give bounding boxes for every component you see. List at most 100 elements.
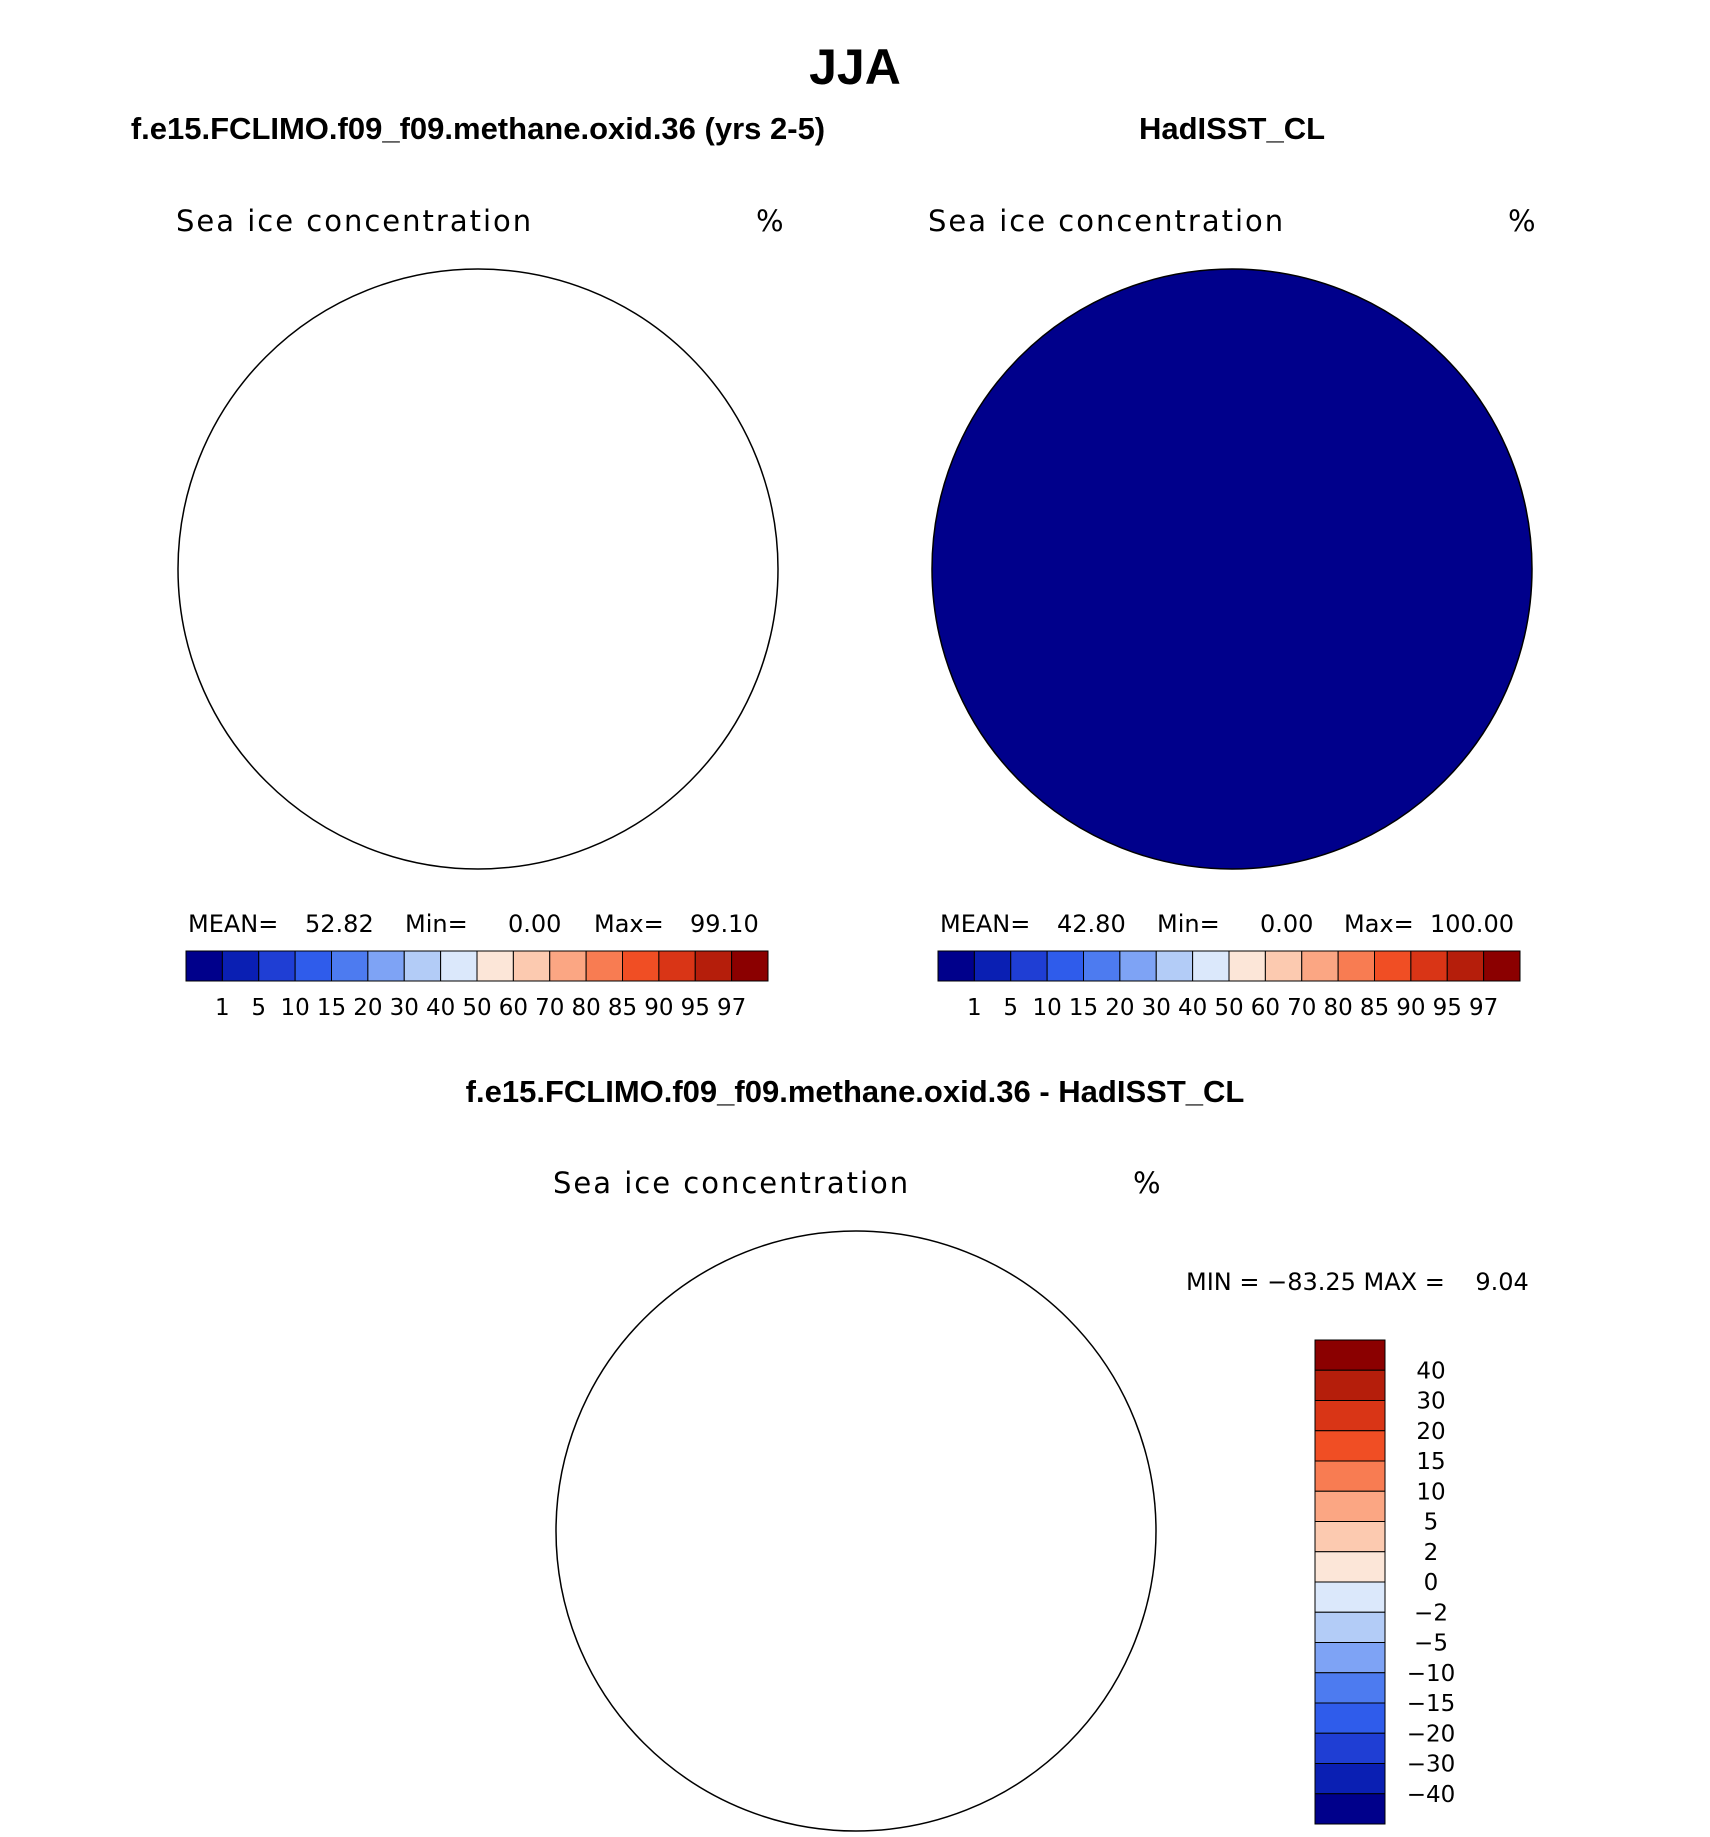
obs-units-label: % [1508,204,1536,238]
season-title: JJA [809,39,901,95]
diff-variable-label: Sea ice concentration [553,1166,910,1200]
model-colorbar-tick-label: 30 [390,995,419,1021]
obs-colorbar-swatch [1264,950,1303,982]
diff-colorbar-swatch [1314,1611,1386,1643]
diff-colorbar-swatch [1314,1369,1386,1401]
diff-colorbar-swatch [1314,1642,1386,1674]
obs-colorbar-swatch [973,950,1012,982]
obs-colorbar-tick-label: 50 [1214,995,1243,1021]
model-mean-value: 52.82 [305,910,374,938]
obs-colorbar-swatch [1046,950,1084,982]
diff-colorbar-tick-label: 2 [1424,1540,1439,1566]
model-colorbar-swatch [658,950,696,982]
model-colorbar-tick-label: 15 [317,995,346,1021]
obs-mean-value: 42.80 [1057,910,1126,938]
model-colorbar-tick-label: 95 [681,995,710,1021]
diff-colorbar-swatch [1314,1793,1386,1825]
obs-colorbar-swatch [1228,950,1266,982]
model-colorbar-tick-label: 10 [280,995,309,1021]
diff-colorbar-tick-label: −5 [1414,1631,1448,1657]
diff-colorbar-tick-label: −20 [1407,1721,1456,1747]
obs-colorbar-tick-label: 95 [1433,995,1462,1021]
model-colorbar-swatch [331,950,369,982]
diff-colorbar-tick-label: −10 [1407,1661,1456,1687]
diff-colorbar-tick-label: 40 [1416,1358,1445,1384]
obs-colorbar-tick-label: 30 [1142,995,1171,1021]
model-map [177,268,779,870]
obs-colorbar-tick-label: 1 [967,995,982,1021]
obs-colorbar-swatch [1119,950,1157,982]
obs-colorbar-tick-label: 80 [1323,995,1352,1021]
obs-colorbar-swatch [1337,950,1375,982]
diff-colorbar-tick-label: 30 [1416,1389,1445,1415]
obs-colorbar: 1 5 10 15 20 30 40 50 60 70 80 85 90 95 97 [937,950,1521,1021]
obs-colorbar-tick-label: 90 [1396,995,1425,1021]
obs-colorbar-swatch [1374,950,1412,982]
obs-colorbar-tick-label: 60 [1251,995,1280,1021]
obs-colorbar-tick-label: 5 [1003,995,1018,1021]
diff-case-title: f.e15.FCLIMO.f09_f09.methane.oxid.36 - H… [466,1074,1245,1109]
diff-colorbar-swatch [1314,1460,1386,1492]
model-colorbar-swatch [694,950,733,982]
model-colorbar-tick-label: 60 [499,995,528,1021]
obs-max-label: Max= [1344,910,1414,938]
obs-case-title: HadISST_CL [1139,111,1325,146]
model-colorbar-swatch [585,950,623,982]
model-colorbar-swatch [476,950,514,982]
model-colorbar-swatch [367,950,405,982]
model-units-label: % [756,204,784,238]
diff-units-label: % [1133,1166,1161,1200]
model-colorbar-swatch [731,950,769,982]
obs-map [931,268,1533,870]
diff-colorbar-swatch [1314,1702,1386,1734]
obs-colorbar-swatch [1410,950,1448,982]
model-colorbar-swatch [512,950,551,982]
model-colorbar-tick-label: 97 [717,995,746,1021]
model-min-value: 0.00 [508,910,561,938]
obs-colorbar-tick-label: 10 [1032,995,1061,1021]
obs-min-value: 0.00 [1260,910,1313,938]
diff-colorbar-tick-label: −40 [1407,1782,1456,1808]
diff-colorbar-tick-label: −30 [1407,1752,1456,1778]
diff-map [555,1230,1157,1832]
diff-colorbar-tick-label: 20 [1416,1419,1445,1445]
diff-colorbar-tick-label: −2 [1414,1600,1448,1626]
model-case-title: f.e15.FCLIMO.f09_f09.methane.oxid.36 (yr… [131,111,825,146]
model-colorbar: 1 5 10 15 20 30 40 50 60 70 80 85 90 95 97 [185,950,769,1021]
diff-colorbar-swatch [1314,1551,1386,1583]
obs-max-value: 100.00 [1430,910,1514,938]
model-colorbar-tick-label: 50 [462,995,491,1021]
obs-colorbar-tick-label: 40 [1178,995,1207,1021]
diff-colorbar-swatch [1314,1763,1386,1795]
model-colorbar-tick-label: 20 [353,995,382,1021]
obs-mean-label: MEAN= [940,910,1030,938]
model-variable-label: Sea ice concentration [176,204,533,238]
diff-colorbar-swatch [1314,1430,1386,1462]
obs-colorbar-swatch [1483,950,1521,982]
diff-colorbar-swatch [1314,1339,1386,1371]
obs-colorbar-swatch [1192,950,1230,982]
model-min-label: Min= [405,910,468,938]
model-colorbar-swatch [403,950,442,982]
model-colorbar-tick-label: 70 [535,995,564,1021]
model-colorbar-swatch [294,950,332,982]
diff-colorbar-swatch [1314,1400,1386,1432]
obs-colorbar-tick-label: 20 [1105,995,1134,1021]
diff-colorbar-swatch [1314,1672,1386,1704]
obs-colorbar-tick-label: 97 [1469,995,1498,1021]
model-colorbar-tick-label: 5 [251,995,266,1021]
obs-colorbar-swatch [1155,950,1194,982]
obs-colorbar-swatch [1301,950,1339,982]
obs-colorbar-tick-label: 15 [1069,995,1098,1021]
model-colorbar-swatch [549,950,587,982]
obs-colorbar-tick-label: 85 [1360,995,1389,1021]
diff-colorbar-tick-label: 0 [1424,1570,1439,1596]
model-colorbar-swatch [185,950,223,982]
model-colorbar-swatch [221,950,260,982]
model-colorbar-tick-label: 90 [644,995,673,1021]
model-colorbar-tick-label: 40 [426,995,455,1021]
obs-colorbar-swatch [1083,950,1121,982]
model-colorbar-swatch [440,950,478,982]
diff-colorbar-swatch [1314,1490,1386,1522]
